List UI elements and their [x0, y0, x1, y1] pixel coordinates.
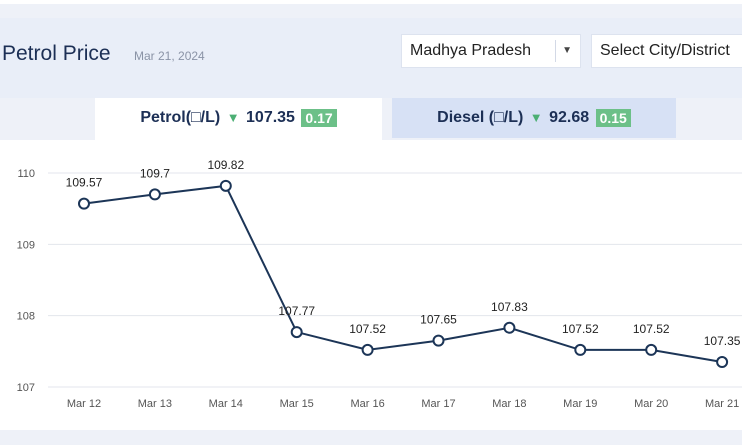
bottom-strip	[0, 430, 742, 445]
data-label: 107.65	[420, 313, 457, 327]
triangle-down-icon: ▼	[226, 110, 240, 125]
x-tick-label: Mar 14	[209, 398, 243, 410]
triangle-down-icon: ▼	[529, 110, 543, 125]
select-divider	[555, 40, 556, 62]
data-label: 109.7	[140, 166, 170, 180]
data-label: 107.77	[278, 304, 315, 318]
data-label: 109.57	[66, 176, 103, 190]
data-label: 109.82	[207, 158, 244, 172]
x-tick-label: Mar 21	[705, 398, 739, 410]
fuel-tabs: Petrol(□/L) ▼ 107.35 0.17 Diesel (□/L) ▼…	[0, 98, 742, 140]
data-point	[716, 356, 729, 369]
price-date: Mar 21, 2024	[134, 49, 205, 63]
data-label: 107.35	[704, 334, 741, 348]
x-tick-label: Mar 18	[492, 398, 526, 410]
y-tick-label: 110	[17, 168, 35, 180]
y-tick-label: 108	[17, 311, 35, 323]
caret-down-icon: ▼	[562, 45, 572, 56]
tab-petrol-label: Petrol(□/L)	[140, 109, 221, 126]
data-point	[148, 188, 161, 201]
x-tick-label: Mar 12	[67, 398, 101, 410]
price-line-chart: 107 108 109 110 Mar 12 Mar 13 Mar 14 Mar 15 Mar …	[17, 158, 742, 410]
page-title: Petrol Price	[2, 42, 111, 65]
data-point	[290, 326, 303, 339]
state-select[interactable]: Madhya Pradesh ▼	[401, 34, 581, 68]
x-tick-label: Mar 19	[563, 398, 597, 410]
tab-petrol-change-badge: 0.17	[301, 108, 337, 127]
data-point	[219, 179, 232, 192]
top-strip	[0, 0, 742, 4]
city-select-placeholder: Select City/District	[600, 42, 730, 59]
state-select-value: Madhya Pradesh	[410, 42, 531, 59]
chart-panel: 107 108 109 110 Mar 12 Mar 13 Mar 14 Mar 15 Mar …	[0, 140, 742, 430]
data-point	[432, 334, 445, 347]
tab-diesel[interactable]: Diesel (□/L) ▼ 92.68 0.15	[392, 98, 676, 138]
tab-diesel-change-badge: 0.15	[595, 108, 631, 127]
y-tick-label: 107	[17, 382, 35, 394]
data-label: 107.52	[633, 322, 670, 336]
data-point	[645, 343, 658, 356]
tab-petrol-price: 107.35	[246, 109, 295, 126]
data-point	[78, 197, 90, 210]
data-label: 107.83	[491, 300, 528, 314]
tab-diesel-label: Diesel (□/L)	[437, 109, 524, 126]
x-tick-label: Mar 17	[421, 398, 455, 410]
data-point	[361, 343, 374, 356]
series-line	[83, 184, 723, 364]
data-point	[574, 343, 587, 356]
data-label: 107.52	[562, 322, 599, 336]
x-tick-label: Mar 15	[280, 398, 314, 410]
x-tick-label: Mar 20	[634, 398, 668, 410]
x-tick-label: Mar 16	[350, 398, 384, 410]
data-label: 107.52	[349, 322, 386, 336]
y-tick-label: 109	[17, 239, 35, 251]
tab-diesel-price: 92.68	[549, 109, 590, 126]
city-select[interactable]: Select City/District	[591, 34, 742, 68]
x-tick-label: Mar 13	[138, 398, 172, 410]
tab-petrol[interactable]: Petrol(□/L) ▼ 107.35 0.17	[95, 98, 382, 140]
data-point	[503, 321, 516, 334]
